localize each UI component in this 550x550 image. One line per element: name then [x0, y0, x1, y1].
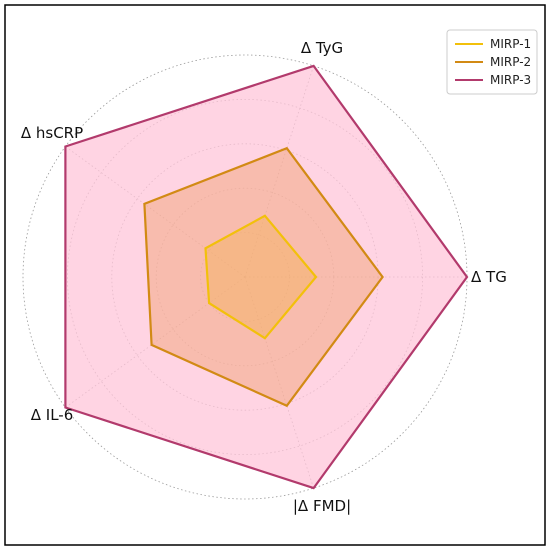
axis-labels: Δ TG Δ TyG Δ hsCRP Δ IL-6 |Δ FMD|	[21, 39, 507, 515]
axis-label-tyg: Δ TyG	[301, 39, 343, 57]
series-line-mirp-3	[64, 64, 469, 490]
axis-label-hscrp: Δ hsCRP	[21, 124, 83, 142]
axis-label-fmd: |Δ FMD|	[293, 497, 351, 515]
legend-label-mirp-2: MIRP-2	[490, 55, 531, 69]
series-area-mirp-2	[144, 148, 383, 406]
series-fill-layer	[65, 65, 468, 489]
legend-entry-mirp-3: MIRP-3	[455, 73, 531, 87]
legend-label-mirp-3: MIRP-3	[490, 73, 531, 87]
series-area-mirp-1	[205, 215, 316, 339]
legend-label-mirp-1: MIRP-1	[490, 37, 531, 51]
axis-label-tg: Δ TG	[471, 268, 507, 286]
series-line-mirp-2	[143, 146, 384, 408]
legend-entry-mirp-1: MIRP-1	[455, 37, 531, 51]
series-line-layer	[64, 64, 469, 490]
legend: MIRP-1 MIRP-2 MIRP-3	[446, 29, 538, 95]
series-area-mirp-3	[65, 65, 468, 489]
legend-box	[446, 29, 538, 95]
axis-label-il6: Δ IL-6	[31, 406, 74, 424]
series-line-mirp-1	[204, 214, 318, 340]
legend-entry-mirp-2: MIRP-2	[455, 55, 531, 69]
